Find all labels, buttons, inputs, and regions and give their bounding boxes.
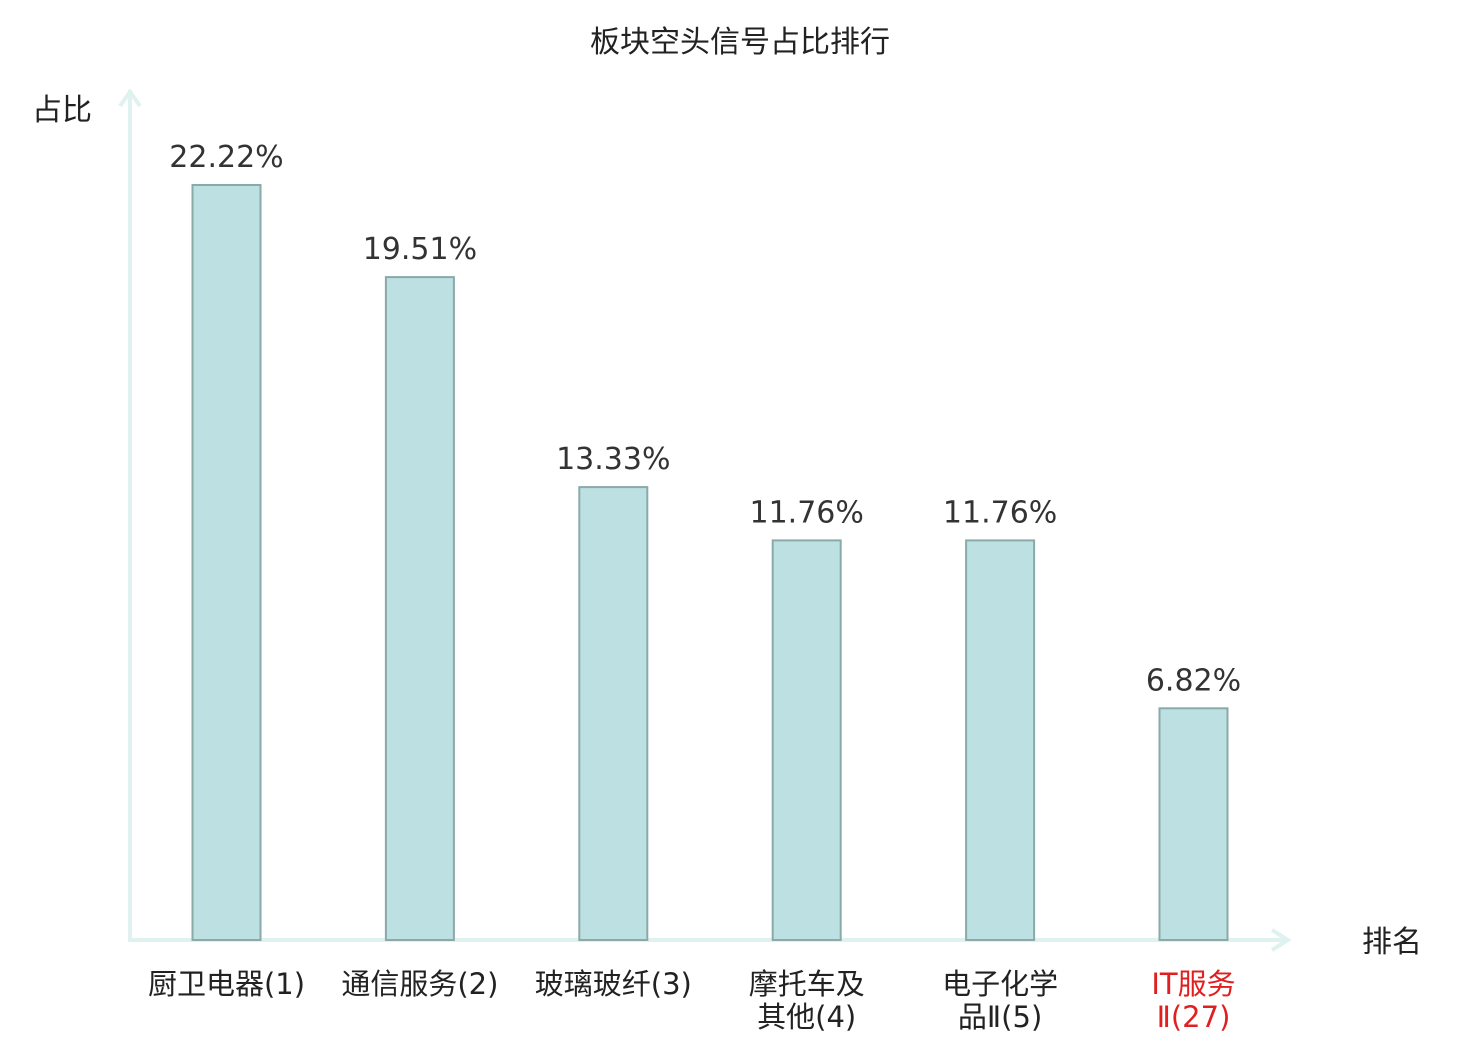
category-label: 厨卫电器(1) [148, 967, 305, 1001]
category-label: IT服务 [1151, 967, 1235, 1001]
bar [191, 184, 262, 941]
bar [578, 486, 649, 941]
bar-value-label: 19.51% [363, 232, 477, 267]
x-axis-label: 排名 [1362, 925, 1422, 960]
bar-value-label: 13.33% [556, 442, 670, 477]
x-axis-arrow [1270, 928, 1292, 952]
bar [1158, 707, 1229, 941]
category-label: 电子化学 [942, 967, 1058, 1001]
category-label: Ⅱ(27) [1157, 1000, 1231, 1034]
y-axis-arrow [118, 88, 142, 108]
bar-value-label: 6.82% [1146, 663, 1241, 698]
category-label: 摩托车及 [749, 967, 865, 1001]
category-label: 其他(4) [757, 1000, 856, 1034]
bars-layer [191, 184, 1229, 942]
bar-value-label: 11.76% [750, 495, 864, 530]
bar-value-label: 11.76% [943, 495, 1057, 530]
category-label: 通信服务(2) [341, 967, 498, 1001]
value-labels-layer: 22.22% 19.51% 13.33% 11.76% 11.76% 6.82% [169, 140, 1241, 698]
bar [965, 539, 1036, 942]
bar [771, 539, 842, 942]
y-axis-label: 占比 [32, 93, 92, 128]
category-label: 品Ⅱ(5) [958, 1000, 1042, 1034]
bar [384, 276, 455, 942]
axes [118, 88, 1292, 952]
chart-title: 板块空头信号占比排行 [590, 25, 890, 60]
bar-value-label: 22.22% [169, 140, 283, 175]
category-label: 玻璃玻纤(3) [535, 967, 692, 1001]
